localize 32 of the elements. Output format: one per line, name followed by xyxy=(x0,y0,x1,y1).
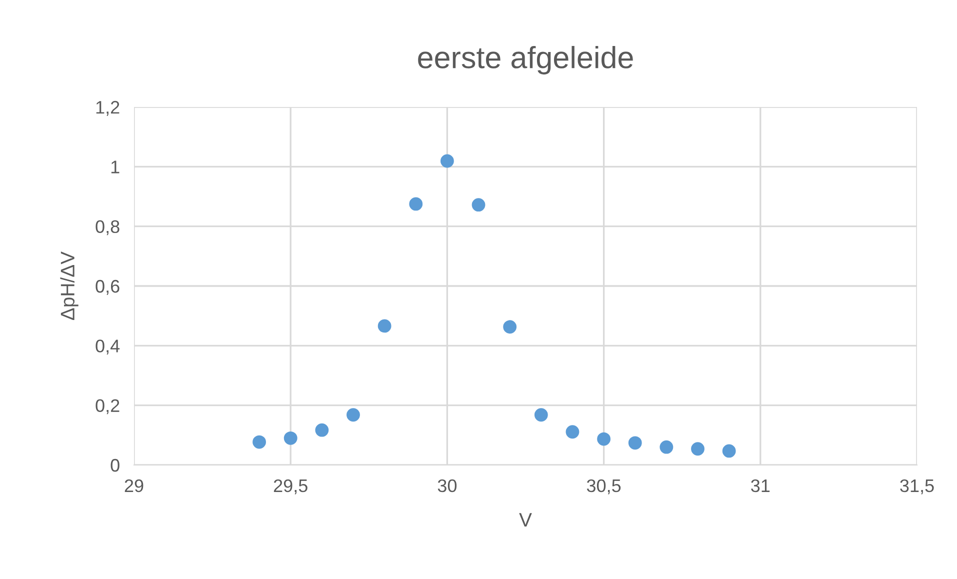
y-tick-label: 0,8 xyxy=(96,220,120,236)
point xyxy=(597,432,611,446)
y-tick-label: 0,2 xyxy=(96,399,120,414)
point xyxy=(660,440,674,454)
y-tick-label: 0,4 xyxy=(96,340,120,355)
x-axis-title: V xyxy=(519,513,532,526)
x-tick-label: 31 xyxy=(751,479,770,492)
point xyxy=(440,154,454,168)
y-tick-label: 1,2 xyxy=(96,100,120,116)
y-tick-label: 0 xyxy=(110,458,120,472)
y-axis-title: ΔpH/ΔV xyxy=(60,251,78,320)
point xyxy=(472,198,486,212)
point xyxy=(346,408,360,422)
point xyxy=(378,319,392,333)
x-tick-label: 30,5 xyxy=(586,479,621,494)
y-tick-label: 1 xyxy=(111,160,120,174)
point xyxy=(284,431,298,445)
point xyxy=(722,444,736,458)
point xyxy=(534,408,548,422)
x-tick-label: 30 xyxy=(438,479,457,492)
x-tick-label: 29 xyxy=(124,479,144,492)
point xyxy=(566,425,580,439)
point xyxy=(409,197,423,211)
point xyxy=(691,442,704,456)
x-tick-label: 29,5 xyxy=(274,479,308,494)
y-tick-label: 0,6 xyxy=(96,280,120,295)
x-tick-label: 31,5 xyxy=(900,479,934,494)
point xyxy=(252,435,266,449)
point xyxy=(503,320,517,334)
point xyxy=(628,436,642,450)
point xyxy=(315,423,329,437)
chart-title: eerste afgeleide xyxy=(418,46,633,74)
